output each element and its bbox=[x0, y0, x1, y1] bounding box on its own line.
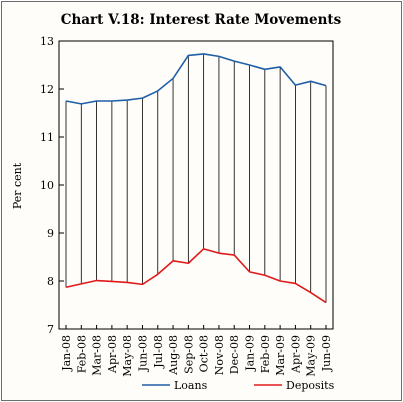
y-tick-label: 13 bbox=[40, 35, 54, 48]
y-tick-label: 11 bbox=[40, 131, 54, 144]
x-tick-label: Jun-08 bbox=[136, 335, 149, 372]
x-tick-label: Dec-08 bbox=[228, 335, 241, 374]
y-tick-label: 7 bbox=[47, 323, 54, 336]
x-tick-label: Jul-08 bbox=[152, 335, 165, 369]
x-tick-label: Sep-08 bbox=[182, 335, 195, 374]
x-tick-label: May-08 bbox=[121, 335, 134, 377]
x-tick-label: May-09 bbox=[305, 335, 318, 377]
y-axis-ticks: 7 8 9 10 11 12 13 bbox=[40, 35, 64, 336]
legend: Loans Deposits bbox=[142, 379, 335, 392]
y-tick-label: 10 bbox=[40, 179, 54, 192]
x-tick-label: Nov-08 bbox=[213, 335, 226, 375]
x-tick-label: Feb-08 bbox=[75, 335, 88, 373]
x-tick-label: Feb-09 bbox=[259, 335, 272, 373]
series-line-loans bbox=[65, 53, 327, 105]
y-tick-label: 9 bbox=[47, 227, 54, 240]
x-tick-label: Apr-09 bbox=[289, 335, 302, 374]
chart-title: Chart V.18: Interest Rate Movements bbox=[61, 12, 342, 28]
y-tick-label: 12 bbox=[40, 83, 54, 96]
x-tick-label: Oct-08 bbox=[198, 335, 211, 372]
x-tick-label: Jun-09 bbox=[320, 335, 333, 372]
x-tick-label: Apr-08 bbox=[106, 335, 119, 374]
legend-label: Deposits bbox=[286, 379, 335, 392]
series-line-deposits bbox=[65, 248, 327, 304]
x-tick-label: Mar-08 bbox=[91, 335, 104, 376]
plot-area bbox=[58, 40, 334, 330]
x-tick-label: Mar-09 bbox=[274, 335, 287, 376]
legend-label: Loans bbox=[174, 379, 208, 392]
x-tick-label: Aug-08 bbox=[167, 335, 180, 376]
x-tick-label: Jan-09 bbox=[244, 335, 257, 372]
series-lines bbox=[65, 53, 327, 304]
y-axis-label: Per cent bbox=[11, 162, 24, 209]
y-tick-label: 8 bbox=[47, 275, 54, 288]
drop-lines bbox=[65, 53, 327, 303]
axes bbox=[58, 40, 334, 330]
x-tick-label: Jan-08 bbox=[60, 335, 73, 372]
x-axis-ticks: Jan-08 Feb-08 Mar-08 Apr-08 May-08 Jun-08 Jul-… bbox=[60, 325, 333, 377]
